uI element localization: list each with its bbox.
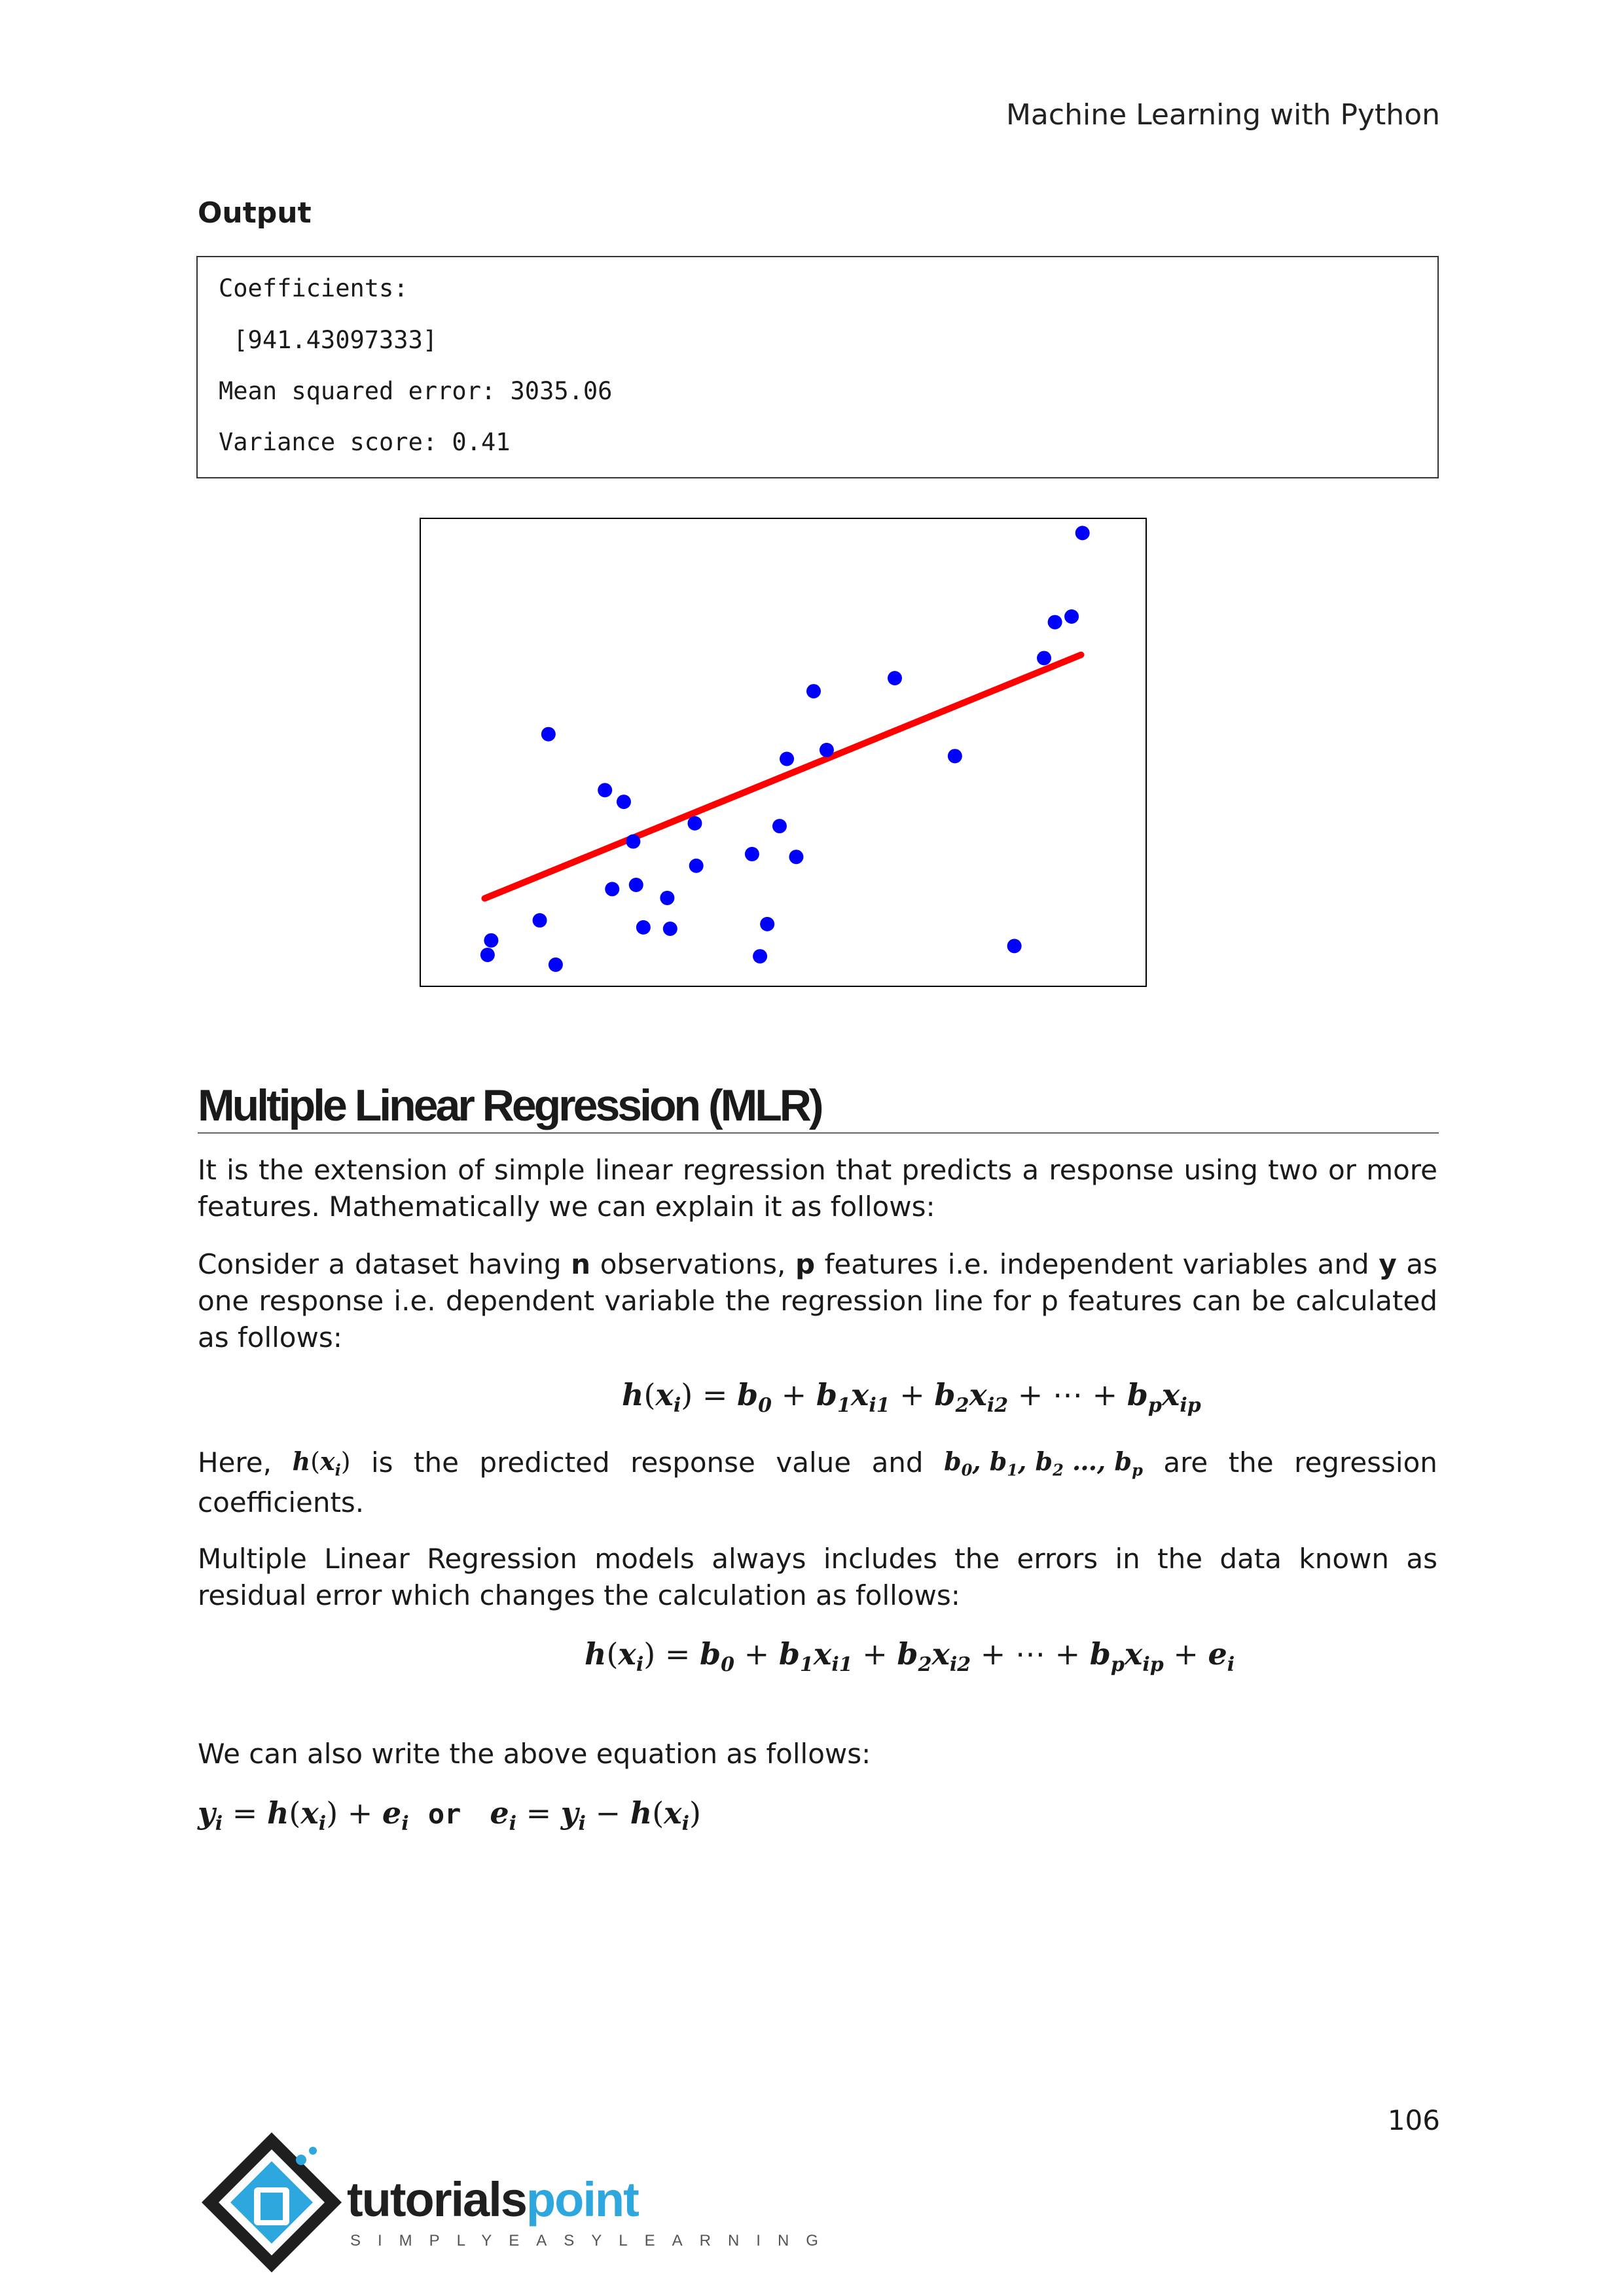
page-number: 106: [1387, 2104, 1440, 2136]
or-word: or: [427, 1798, 461, 1830]
running-header: Machine Learning with Python: [1005, 98, 1440, 132]
rewrite-paragraph: We can also write the above equation as …: [198, 1738, 871, 1770]
logo-text-blue: point: [526, 2172, 640, 2227]
output-line: Mean squared error: 3035.06: [219, 377, 613, 405]
tutorialspoint-logo-icon: [202, 2132, 342, 2272]
output-line: Coefficients:: [219, 274, 408, 302]
word: response: [630, 1446, 755, 1479]
word: the: [414, 1446, 459, 1479]
residual-equation: yi = h(xi) + ei or ei = yi − h(xi): [198, 1795, 701, 1836]
regression-line: [481, 651, 1085, 902]
scatter-point: [1075, 526, 1090, 541]
word: is: [370, 1446, 393, 1479]
scatter-point: [541, 726, 556, 742]
y-term: y: [1379, 1248, 1397, 1280]
logo-tagline: SIMPLYEASYLEARNING: [350, 2232, 835, 2250]
scatter-point: [744, 846, 759, 861]
dataset-paragraph: Consider a dataset having n observations…: [198, 1246, 1437, 1356]
mlr-equation-with-error: h(xi) = b0 + b1xi1 + b2xi2 + ⋯ + bpxip +…: [585, 1636, 1235, 1677]
scatter-point: [628, 877, 643, 892]
inline-math-coefficients: b0, b1, b2 …, bp: [944, 1446, 1143, 1480]
word: Here,: [198, 1446, 272, 1479]
output-line: [941.43097333]: [219, 326, 438, 354]
scatter-point: [819, 742, 834, 757]
n-term: n: [571, 1248, 591, 1280]
p-term: p: [795, 1248, 816, 1280]
regression-scatter-chart: [420, 518, 1147, 987]
word: the: [1228, 1446, 1274, 1479]
logo-wordmark: tutorialspoint: [347, 2172, 640, 2227]
section-heading: Multiple Linear Regression (MLR): [198, 1080, 1439, 1134]
scatter-point: [616, 795, 631, 810]
output-label: Output: [198, 196, 312, 230]
word: value: [776, 1446, 852, 1479]
scatter-point: [753, 949, 768, 964]
scatter-point: [532, 913, 547, 928]
scatter-point: [1007, 939, 1022, 954]
here-line: Here, h(xi) is the predicted response va…: [198, 1446, 1437, 1480]
text-run: Consider a dataset having: [198, 1248, 571, 1280]
scatter-point: [806, 684, 821, 699]
inline-math-h: h(xi): [292, 1446, 351, 1480]
scatter-point: [662, 922, 677, 937]
scatter-point: [484, 933, 499, 948]
intro-paragraph: It is the extension of simple linear reg…: [198, 1154, 1437, 1223]
here-line-continuation: coefficients.: [198, 1486, 365, 1518]
chart-svg: [480, 526, 1090, 972]
residual-paragraph: Multiple Linear Regression models always…: [198, 1543, 1437, 1611]
text-run: observations,: [590, 1248, 795, 1280]
scatter-point: [598, 783, 613, 798]
scatter-point: [687, 816, 702, 831]
word: and: [871, 1446, 924, 1479]
scatter-point: [780, 751, 795, 766]
mlr-equation: h(xi) = b0 + b1xi1 + b2xi2 + ⋯ + bpxip: [622, 1377, 1201, 1418]
scatter-point: [760, 916, 775, 931]
scatter-point: [1064, 609, 1079, 624]
text-run: as one response i.e. dependent variable …: [198, 1248, 1437, 1354]
scatter-point: [605, 882, 620, 897]
output-line: Variance score: 0.41: [219, 428, 511, 456]
scatter-point: [1037, 651, 1052, 666]
scatter-point: [947, 749, 962, 764]
scatter-point: [689, 858, 704, 873]
scatter-point: [1047, 615, 1062, 630]
scatter-point: [789, 850, 804, 865]
scatter-point: [626, 834, 641, 849]
code-output-box: Coefficients: [941.43097333] Mean square…: [196, 256, 1439, 478]
scatter-point: [772, 819, 787, 834]
scatter-point: [660, 890, 675, 905]
word: are: [1163, 1446, 1208, 1479]
word: regression: [1294, 1446, 1437, 1479]
text-run: features i.e. independent variables and: [815, 1248, 1379, 1280]
word: predicted: [479, 1446, 610, 1479]
scatter-point: [887, 671, 902, 686]
scatter-point: [480, 947, 495, 962]
logo-text-dark: tutorials: [347, 2172, 528, 2227]
scatter-point: [636, 920, 651, 935]
scatter-point: [548, 957, 563, 972]
